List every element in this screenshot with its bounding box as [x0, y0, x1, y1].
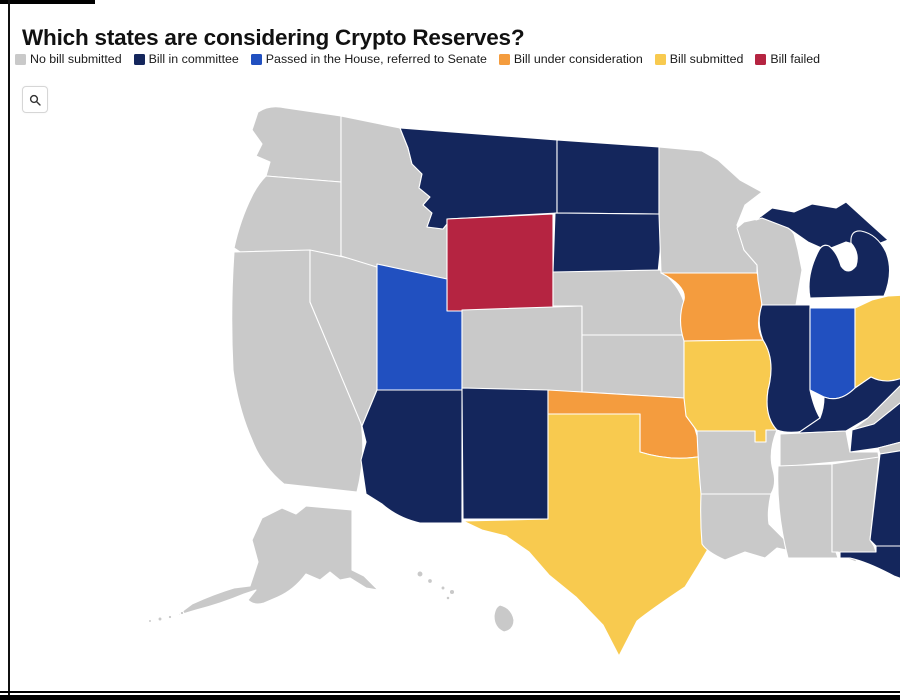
state-minnesota[interactable]	[658, 146, 763, 274]
window-edge-left	[8, 0, 10, 700]
legend-item-submitted: Bill submitted	[654, 52, 744, 66]
legend-swatch	[250, 53, 262, 65]
aleutian-island[interactable]	[147, 618, 153, 624]
legend-item-consideration: Bill under consideration	[498, 52, 643, 66]
legend-swatch	[133, 53, 145, 65]
map-zoom-search-button[interactable]	[22, 86, 48, 113]
state-arizona[interactable]	[360, 389, 463, 524]
page-title: Which states are considering Crypto Rese…	[22, 25, 525, 51]
legend: No bill submitted Bill in committee Pass…	[15, 52, 832, 66]
state-mississippi[interactable]	[777, 463, 839, 559]
state-michigan[interactable]	[808, 230, 891, 299]
state-south-dakota[interactable]	[552, 212, 663, 274]
state-new-mexico[interactable]	[461, 387, 549, 520]
state-washington[interactable]	[251, 106, 342, 183]
legend-label: Bill in committee	[148, 52, 239, 66]
legend-label: Bill submitted	[669, 52, 744, 66]
legend-swatch	[15, 53, 26, 65]
state-florida[interactable]	[839, 545, 900, 580]
state-hawaii-island[interactable]	[427, 578, 433, 584]
legend-label: No bill submitted	[30, 52, 122, 66]
legend-label: Bill under consideration	[513, 52, 643, 66]
window-edge-top	[0, 0, 95, 4]
legend-item-passed-house: Passed in the House, referred to Senate	[250, 52, 487, 66]
legend-label: Passed in the House, referred to Senate	[265, 52, 487, 66]
state-alaska[interactable]	[175, 505, 379, 617]
state-hawaii-island[interactable]	[440, 585, 446, 591]
state-hawaii-island[interactable]	[445, 595, 451, 601]
aleutian-island[interactable]	[157, 616, 163, 622]
state-texas[interactable]	[462, 413, 717, 657]
state-hawaii-island[interactable]	[448, 588, 456, 596]
state-oregon[interactable]	[233, 175, 342, 257]
legend-item-failed: Bill failed	[755, 52, 820, 66]
legend-swatch	[755, 53, 767, 65]
magnifier-icon	[29, 94, 41, 106]
state-colorado[interactable]	[461, 305, 583, 393]
state-indiana[interactable]	[809, 307, 856, 400]
legend-swatch	[654, 53, 666, 65]
state-kansas[interactable]	[581, 334, 685, 399]
state-missouri[interactable]	[683, 339, 778, 443]
state-wyoming[interactable]	[446, 213, 554, 314]
legend-item-no-bill: No bill submitted	[15, 52, 122, 66]
aleutian-island[interactable]	[167, 614, 173, 620]
window-edge-bottom-thick	[0, 695, 900, 700]
state-alabama[interactable]	[831, 456, 880, 563]
state-louisiana[interactable]	[700, 493, 796, 561]
state-north-dakota[interactable]	[556, 139, 660, 215]
state-hawaii-island[interactable]	[493, 604, 515, 633]
state-hawaii-island[interactable]	[416, 570, 424, 578]
state-ohio[interactable]	[854, 294, 900, 389]
aleutian-island[interactable]	[179, 610, 185, 616]
legend-swatch	[498, 53, 510, 65]
legend-item-committee: Bill in committee	[133, 52, 239, 66]
map-container	[0, 100, 900, 672]
window-edge-bottom-thin	[0, 691, 900, 693]
us-choropleth-map	[147, 106, 900, 657]
state-arkansas[interactable]	[696, 429, 778, 495]
state-illinois[interactable]	[758, 304, 821, 433]
state-kentucky[interactable]	[797, 376, 900, 434]
legend-label: Bill failed	[770, 52, 820, 66]
